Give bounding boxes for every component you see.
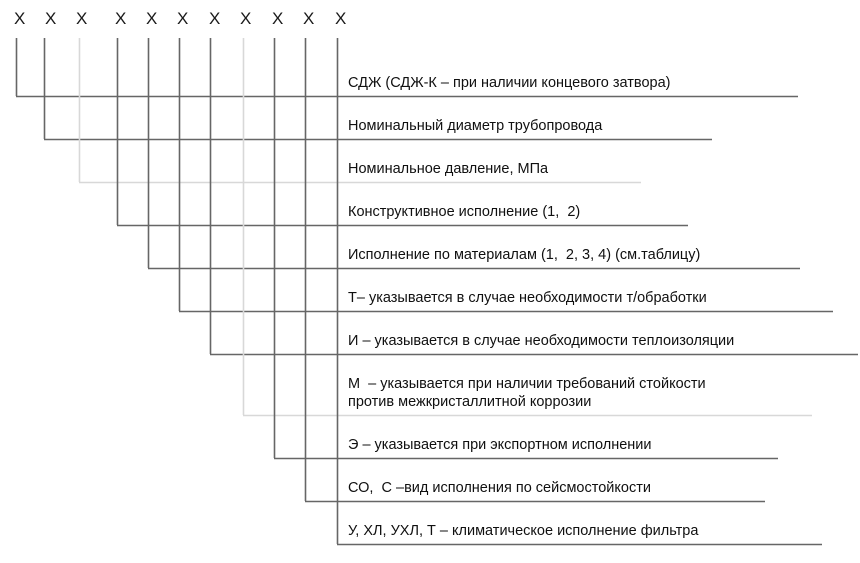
description-text-2-1: Номинальный диаметр трубопровода <box>348 118 603 134</box>
description-text-1-1: СДЖ (СДЖ-К – при наличии концевого затво… <box>348 75 671 91</box>
description-text-9-1: Э – указывается при экспортном исполнени… <box>348 437 652 453</box>
description-entry-10: СО, С –вид исполнения по сейсмостойкости <box>348 479 651 497</box>
code-char-8: X <box>240 9 252 28</box>
description-entry-3: Номинальное давление, МПа <box>348 160 548 178</box>
code-char-4: X <box>115 9 127 28</box>
leader-lines-group <box>15 38 858 546</box>
description-entry-6: Т– указывается в случае необходимости т/… <box>348 289 707 307</box>
code-char-7: X <box>209 9 221 28</box>
code-char-1: X <box>14 9 26 28</box>
description-entry-8: М – указывается при наличии требований с… <box>348 375 706 411</box>
description-entry-4: Конструктивное исполнение (1, 2) <box>348 203 580 221</box>
description-entry-7: И – указывается в случае необходимости т… <box>348 332 734 350</box>
description-text-8-2: против межкристаллитной коррозии <box>348 394 592 410</box>
description-entry-9: Э – указывается при экспортном исполнени… <box>348 436 651 454</box>
description-entry-2: Номинальный диаметр трубопровода <box>348 117 602 135</box>
description-text-5-1: Исполнение по материалам (1, 2, 3, 4) (с… <box>348 247 701 263</box>
description-entry-1: СДЖ (СДЖ-К – при наличии концевого затво… <box>348 74 670 92</box>
code-char-5: X <box>146 9 158 28</box>
description-text-7-1: И – указывается в случае необходимости т… <box>348 333 735 349</box>
code-char-9: X <box>272 9 284 28</box>
description-text-11-1: У, ХЛ, УХЛ, Т – климатическое исполнение… <box>348 523 699 539</box>
code-char-11: X <box>335 9 347 28</box>
description-text-10-1: СО, С –вид исполнения по сейсмостойкости <box>348 480 651 496</box>
code-char-10: X <box>303 9 315 28</box>
description-text-4-1: Конструктивное исполнение (1, 2) <box>348 204 581 220</box>
description-text-8-1: М – указывается при наличии требований с… <box>348 376 706 392</box>
code-char-2: X <box>45 9 57 28</box>
code-char-6: X <box>177 9 189 28</box>
description-text-3-1: Номинальное давление, МПа <box>348 161 549 177</box>
code-char-3: X <box>76 9 88 28</box>
description-entry-11: У, ХЛ, УХЛ, Т – климатическое исполнение… <box>348 522 698 540</box>
description-text-6-1: Т– указывается в случае необходимости т/… <box>348 290 707 306</box>
description-entry-5: Исполнение по материалам (1, 2, 3, 4) (с… <box>348 246 700 264</box>
